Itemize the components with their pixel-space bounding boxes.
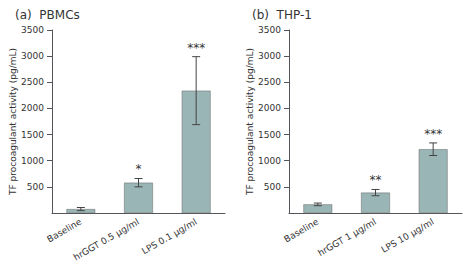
svg-text:1000: 1000 xyxy=(21,156,44,166)
svg-text:3500: 3500 xyxy=(21,25,44,35)
svg-text:3000: 3000 xyxy=(258,51,281,61)
svg-text:2000: 2000 xyxy=(21,103,44,113)
svg-text:500: 500 xyxy=(264,182,281,192)
svg-text:2500: 2500 xyxy=(21,77,44,87)
svg-text:LPS 10 μg/ml: LPS 10 μg/ml xyxy=(380,217,436,255)
svg-text:LPS 0.1 μg/ml: LPS 0.1 μg/ml xyxy=(140,217,199,257)
svg-text:Baseline: Baseline xyxy=(45,216,83,244)
svg-text:***: *** xyxy=(424,127,442,141)
svg-text:hrGGT 1 μg/ml: hrGGT 1 μg/ml xyxy=(316,217,378,258)
svg-text:3500: 3500 xyxy=(258,25,281,35)
svg-text:2500: 2500 xyxy=(258,77,281,87)
svg-text:*: * xyxy=(136,162,142,176)
svg-text:(b) THP-1: (b) THP-1 xyxy=(252,8,312,22)
svg-text:1500: 1500 xyxy=(21,130,44,140)
svg-text:3000: 3000 xyxy=(21,51,44,61)
svg-text:500: 500 xyxy=(27,182,44,192)
svg-text:(a) PBMCs: (a) PBMCs xyxy=(15,8,80,22)
svg-text:TF procoagulant activity (pg/m: TF procoagulant activity (pg/mL) xyxy=(245,48,255,196)
svg-text:1500: 1500 xyxy=(258,130,281,140)
svg-text:***: *** xyxy=(187,41,205,55)
svg-text:1000: 1000 xyxy=(258,156,281,166)
svg-text:2000: 2000 xyxy=(258,103,281,113)
svg-text:TF procoagulant activity (pg/m: TF procoagulant activity (pg/mL) xyxy=(8,48,18,196)
svg-text:**: ** xyxy=(370,173,382,187)
svg-text:hrGGT 0.5 μg/ml: hrGGT 0.5 μg/ml xyxy=(72,217,141,263)
svg-text:Baseline: Baseline xyxy=(282,216,320,244)
